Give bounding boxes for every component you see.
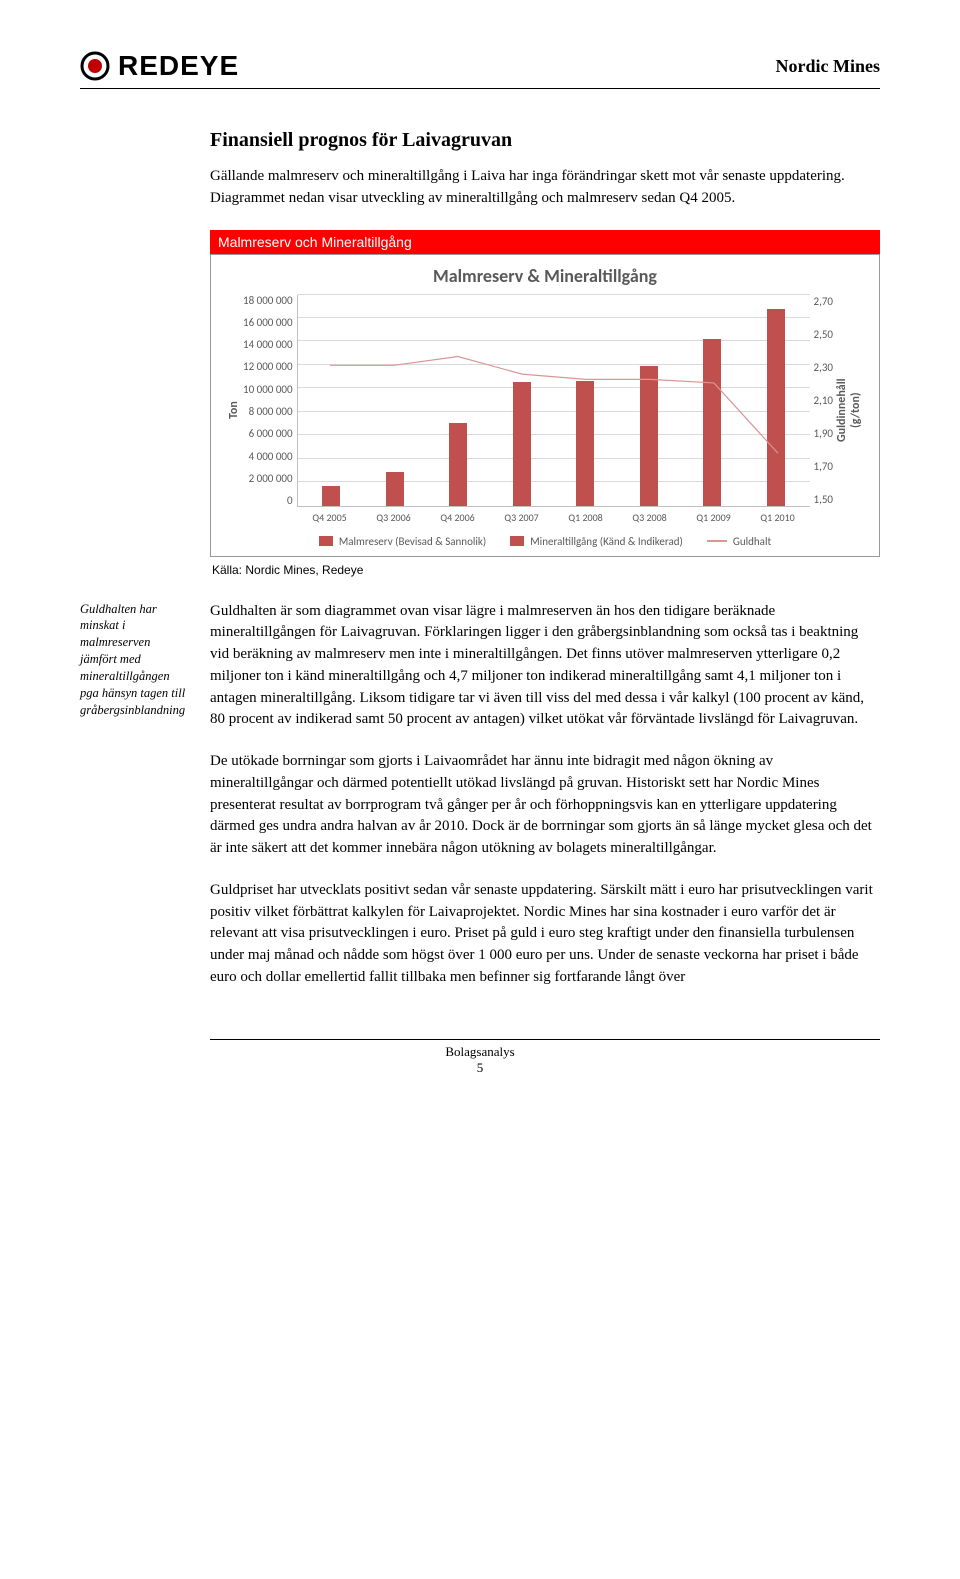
chart-line (298, 295, 810, 506)
chart-source: Källa: Nordic Mines, Redeye (212, 563, 880, 577)
y2-axis-ticks: 2,70 2,50 2,30 2,10 1,90 1,70 1,50 (810, 295, 835, 525)
redeye-icon (80, 51, 110, 81)
chart-box: Malmreserv & Mineraltillgång Ton 18 000 … (210, 254, 880, 557)
chart-area: Ton 18 000 000 16 000 000 14 000 000 12 000… (227, 295, 863, 525)
y2-axis-label: Guldinnehåll(g/ton) (835, 295, 863, 525)
body-paragraph: De utökade borrningar som gjorts i Laiva… (210, 751, 880, 860)
page-footer: Bolagsanalys 5 (80, 1039, 880, 1076)
footer-label: Bolagsanalys (80, 1044, 880, 1060)
y-tick: 0 (243, 495, 293, 506)
y-tick: 4 000 000 (243, 451, 293, 462)
x-tick: Q3 2006 (362, 511, 426, 524)
legend-swatch-icon (510, 536, 524, 546)
y2-tick: 1,70 (814, 460, 833, 473)
main-column: Guldhalten är som diagrammet ovan visar … (210, 601, 880, 1009)
x-axis-ticks: Q4 2005Q3 2006Q4 2006Q3 2007Q1 2008Q3 20… (298, 511, 810, 524)
section-heading: Finansiell prognos för Laivagruvan (210, 129, 880, 152)
y-tick: 12 000 000 (243, 361, 293, 372)
legend-line: Guldhalt (707, 535, 771, 548)
brand-logo: REDEYE (80, 50, 239, 82)
y-axis-label: Ton (227, 295, 241, 525)
y2-tick: 1,90 (814, 427, 833, 440)
footer-page-number: 5 (80, 1060, 880, 1076)
intro-paragraph: Gällande malmreserv och mineraltillgång … (210, 166, 880, 210)
y-tick: 6 000 000 (243, 428, 293, 439)
chart-title: Malmreserv & Mineraltillgång (227, 265, 863, 287)
brand-name: REDEYE (118, 50, 239, 82)
chart-banner: Malmreserv och Mineraltillgång (210, 230, 880, 254)
chart-block: Malmreserv och Mineraltillgång Malmreser… (210, 230, 880, 577)
footer-divider (210, 1039, 880, 1040)
x-tick: Q4 2005 (298, 511, 362, 524)
x-tick: Q1 2010 (746, 511, 810, 524)
body-columns: Guldhalten har minskat i malmreserven jä… (80, 601, 880, 1009)
x-tick: Q3 2007 (490, 511, 554, 524)
legend-label: Malmreserv (Bevisad & Sannolik) (339, 535, 486, 548)
y2-tick: 2,10 (814, 394, 833, 407)
legend-line-icon (707, 540, 727, 542)
margin-note: Guldhalten har minskat i malmreserven jä… (80, 601, 190, 1009)
y-tick: 16 000 000 (243, 317, 293, 328)
x-tick: Q4 2006 (426, 511, 490, 524)
legend-label: Mineraltillgång (Känd & Indikerad) (530, 535, 683, 548)
y-tick: 10 000 000 (243, 384, 293, 395)
y-tick: 18 000 000 (243, 295, 293, 306)
y-axis-ticks: 18 000 000 16 000 000 14 000 000 12 000 000… (241, 295, 297, 525)
y2-tick: 2,30 (814, 361, 833, 374)
y-tick: 14 000 000 (243, 339, 293, 350)
body-paragraph: Guldpriset har utvecklats positivt sedan… (210, 880, 880, 989)
legend-series1: Malmreserv (Bevisad & Sannolik) (319, 535, 486, 548)
chart-plot: Q4 2005Q3 2006Q4 2006Q3 2007Q1 2008Q3 20… (297, 295, 810, 507)
document-title: Nordic Mines (776, 56, 880, 77)
body-paragraph: Guldhalten är som diagrammet ovan visar … (210, 601, 880, 732)
x-tick: Q1 2008 (554, 511, 618, 524)
legend-label: Guldhalt (733, 535, 771, 548)
legend-swatch-icon (319, 536, 333, 546)
y-tick: 8 000 000 (243, 406, 293, 417)
y2-tick: 2,50 (814, 328, 833, 341)
y2-tick: 1,50 (814, 493, 833, 506)
legend-series2: Mineraltillgång (Känd & Indikerad) (510, 535, 683, 548)
x-tick: Q1 2009 (682, 511, 746, 524)
y2-tick: 2,70 (814, 295, 833, 308)
chart-legend: Malmreserv (Bevisad & Sannolik) Mineralt… (227, 535, 863, 548)
page-header: REDEYE Nordic Mines (80, 50, 880, 89)
x-tick: Q3 2008 (618, 511, 682, 524)
y-tick: 2 000 000 (243, 473, 293, 484)
